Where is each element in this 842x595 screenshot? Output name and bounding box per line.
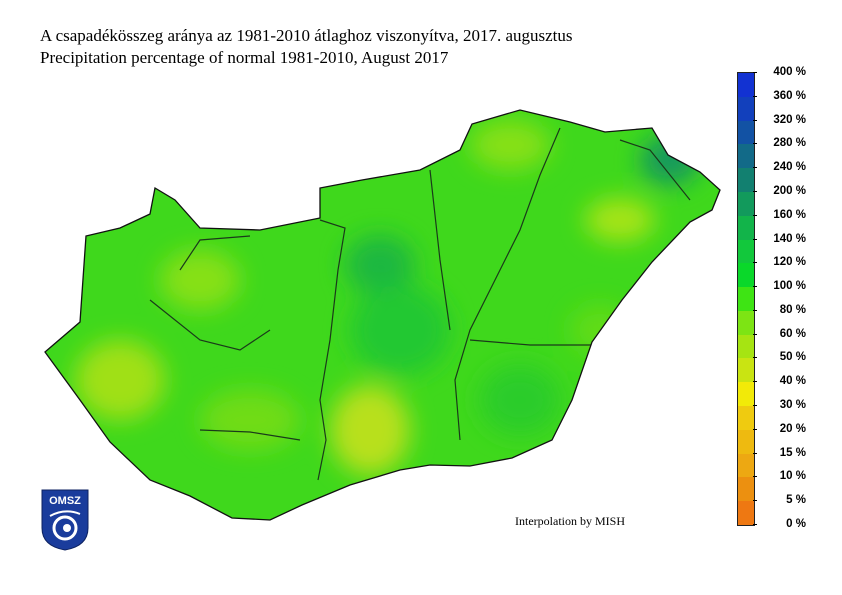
legend-color-segment [738, 406, 754, 430]
legend-label: 320 % [773, 113, 806, 126]
legend-color-segment [738, 429, 754, 454]
legend-color-segment [738, 96, 754, 121]
legend-label: 20 % [779, 422, 806, 435]
legend-label: 15 % [779, 446, 806, 459]
legend-label: 160 % [773, 208, 806, 221]
legend-color-segment [738, 358, 754, 383]
legend-label: 200 % [773, 184, 806, 197]
legend-label: 360 % [773, 89, 806, 102]
legend-label: 30 % [779, 399, 806, 412]
legend-tick [753, 428, 757, 430]
legend-tick [753, 95, 757, 97]
interpolation-credit: Interpolation by MISH [515, 514, 625, 528]
legend-color-segment [738, 382, 754, 407]
legend-color-segment [738, 73, 754, 97]
legend-color-segment [738, 501, 754, 525]
legend-color-segment [738, 334, 754, 359]
legend-color-segment [738, 477, 754, 502]
legend-color-segment [738, 215, 754, 240]
legend-label: 60 % [779, 327, 806, 340]
legend-tick [753, 500, 757, 502]
legend-label: 50 % [779, 351, 806, 364]
title-hungarian: A csapadékösszeg aránya az 1981-2010 átl… [40, 26, 573, 45]
legend-tick [753, 309, 757, 311]
legend-label: 80 % [779, 303, 806, 316]
legend-label: 10 % [779, 470, 806, 483]
legend-tick [753, 238, 757, 240]
legend-tick [753, 524, 757, 525]
legend-label: 5 % [786, 494, 806, 507]
legend-tick [753, 72, 757, 73]
legend-label: 240 % [773, 161, 806, 174]
legend-tick [753, 381, 757, 383]
legend-color-segment [738, 168, 754, 192]
legend-tick [753, 357, 757, 359]
legend-label: 280 % [773, 137, 806, 150]
legend-color-segment [738, 239, 754, 264]
legend-color-segment [738, 287, 754, 311]
legend-tick [753, 262, 757, 264]
omsz-logo: OMSZ [41, 489, 89, 551]
legend-tick [753, 476, 757, 478]
legend-label: 0 % [786, 518, 806, 530]
color-scale-legend [737, 72, 755, 526]
legend-tick [753, 214, 757, 216]
legend-tick [753, 452, 757, 454]
legend-color-segment [738, 263, 754, 288]
legend-label: 400 % [773, 66, 806, 78]
legend-tick [753, 190, 757, 192]
legend-tick [753, 333, 757, 335]
legend-label: 120 % [773, 256, 806, 269]
legend-color-segment [738, 191, 754, 216]
title-english: Precipitation percentage of normal 1981-… [40, 48, 449, 67]
legend-color-segment [738, 120, 754, 145]
rivers-and-boundaries [149, 127, 691, 481]
legend-label: 40 % [779, 375, 806, 388]
legend-tick [753, 119, 757, 121]
legend-color-segment [738, 144, 754, 169]
legend-tick [753, 143, 757, 145]
legend-color-segment [738, 310, 754, 335]
legend-tick [753, 167, 757, 169]
legend-label: 100 % [773, 280, 806, 293]
legend-label: 140 % [773, 232, 806, 245]
legend-color-segment [738, 453, 754, 478]
legend-tick [753, 405, 757, 407]
legend-tick [753, 286, 757, 288]
svg-text:OMSZ: OMSZ [49, 495, 81, 507]
